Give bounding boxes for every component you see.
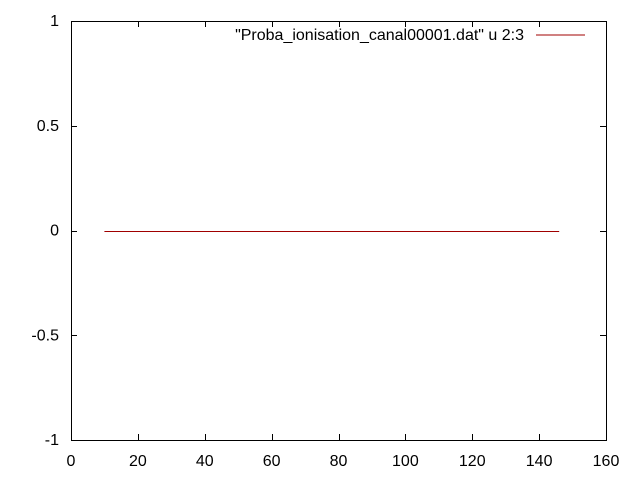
x-tick-label: 80 (330, 453, 348, 470)
y-tick-label: 0.5 (37, 118, 59, 135)
y-tick-label: -1 (45, 432, 59, 449)
y-tick-label: 0 (50, 223, 59, 240)
x-tick-label: 0 (67, 453, 76, 470)
x-tick-label: 60 (263, 453, 281, 470)
x-tick-label: 140 (526, 453, 553, 470)
x-tick-label: 40 (196, 453, 214, 470)
y-axis: -1 -0.5 0 0.5 1 (31, 13, 606, 449)
x-tick-label: 160 (593, 453, 620, 470)
legend-label: "Proba_ionisation_canal00001.dat" u 2:3 (235, 27, 524, 44)
y-tick-label: -0.5 (31, 327, 59, 344)
x-tick-label: 20 (129, 453, 147, 470)
x-tick-label: 120 (459, 453, 486, 470)
legend: "Proba_ionisation_canal00001.dat" u 2:3 (235, 27, 585, 44)
y-tick-label: 1 (50, 13, 59, 30)
x-tick-label: 100 (392, 453, 419, 470)
x-axis: 0 20 40 60 80 100 120 140 160 (67, 21, 620, 470)
